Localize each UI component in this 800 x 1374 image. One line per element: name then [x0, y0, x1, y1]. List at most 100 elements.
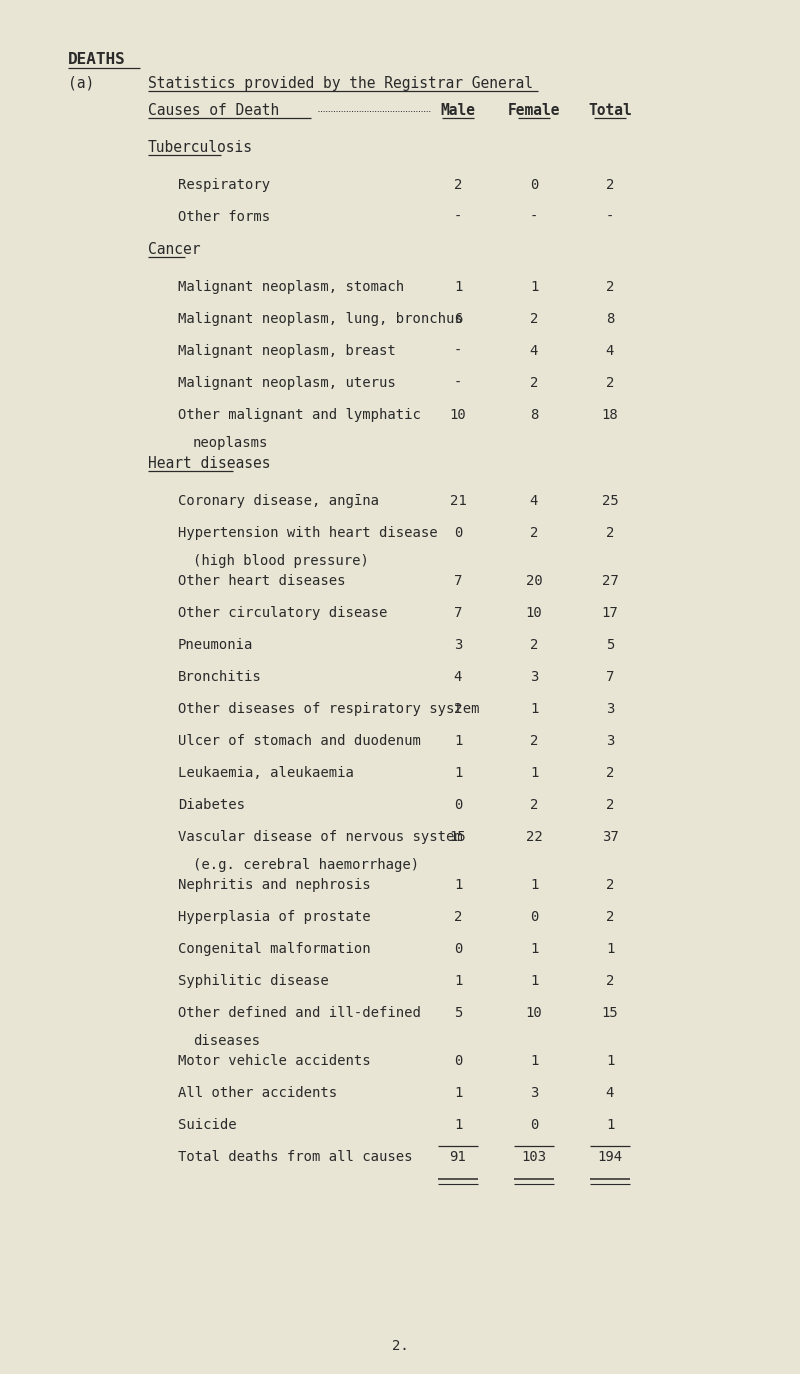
Text: Total: Total	[588, 103, 632, 118]
Text: 194: 194	[598, 1150, 622, 1164]
Text: 10: 10	[526, 1006, 542, 1020]
Text: Congenital malformation: Congenital malformation	[178, 943, 370, 956]
Text: 1: 1	[454, 878, 462, 892]
Text: 1: 1	[454, 1085, 462, 1101]
Text: 2: 2	[606, 376, 614, 390]
Text: 0: 0	[454, 798, 462, 812]
Text: Statistics provided by the Registrar General: Statistics provided by the Registrar Gen…	[148, 76, 533, 91]
Text: Nephritis and nephrosis: Nephritis and nephrosis	[178, 878, 370, 892]
Text: 37: 37	[602, 830, 618, 844]
Text: 1: 1	[454, 974, 462, 988]
Text: DEATHS: DEATHS	[68, 52, 126, 67]
Text: Malignant neoplasm, breast: Malignant neoplasm, breast	[178, 344, 396, 359]
Text: 1: 1	[606, 1118, 614, 1132]
Text: 3: 3	[530, 671, 538, 684]
Text: Hypertension with heart disease: Hypertension with heart disease	[178, 526, 438, 540]
Text: 2: 2	[530, 798, 538, 812]
Text: Male: Male	[441, 103, 475, 118]
Text: 0: 0	[530, 179, 538, 192]
Text: -: -	[454, 210, 462, 224]
Text: (a): (a)	[68, 76, 94, 91]
Text: -: -	[606, 210, 614, 224]
Text: 1: 1	[606, 1054, 614, 1068]
Text: 2: 2	[454, 179, 462, 192]
Text: 4: 4	[530, 344, 538, 359]
Text: 2.: 2.	[392, 1340, 408, 1353]
Text: 3: 3	[606, 702, 614, 716]
Text: 103: 103	[522, 1150, 546, 1164]
Text: 5: 5	[454, 1006, 462, 1020]
Text: 1: 1	[454, 280, 462, 294]
Text: All other accidents: All other accidents	[178, 1085, 337, 1101]
Text: 2: 2	[530, 638, 538, 653]
Text: neoplasms: neoplasms	[193, 436, 268, 451]
Text: Malignant neoplasm, stomach: Malignant neoplasm, stomach	[178, 280, 404, 294]
Text: 8: 8	[606, 312, 614, 326]
Text: 2: 2	[606, 179, 614, 192]
Text: Other malignant and lymphatic: Other malignant and lymphatic	[178, 408, 421, 422]
Text: 4: 4	[606, 1085, 614, 1101]
Text: 3: 3	[606, 734, 614, 747]
Text: 25: 25	[602, 495, 618, 508]
Text: 1: 1	[606, 943, 614, 956]
Text: Other defined and ill-defined: Other defined and ill-defined	[178, 1006, 421, 1020]
Text: 18: 18	[602, 408, 618, 422]
Text: 1: 1	[454, 765, 462, 780]
Text: 7: 7	[454, 606, 462, 620]
Text: Malignant neoplasm, lung, bronchus: Malignant neoplasm, lung, bronchus	[178, 312, 462, 326]
Text: 15: 15	[602, 1006, 618, 1020]
Text: 21: 21	[450, 495, 466, 508]
Text: 91: 91	[450, 1150, 466, 1164]
Text: Total deaths from all causes: Total deaths from all causes	[178, 1150, 413, 1164]
Text: 6: 6	[454, 312, 462, 326]
Text: 1: 1	[530, 943, 538, 956]
Text: 2: 2	[530, 312, 538, 326]
Text: 1: 1	[530, 974, 538, 988]
Text: 8: 8	[530, 408, 538, 422]
Text: Tuberculosis: Tuberculosis	[148, 140, 253, 155]
Text: Diabetes: Diabetes	[178, 798, 245, 812]
Text: 5: 5	[606, 638, 614, 653]
Text: -: -	[454, 344, 462, 359]
Text: 2: 2	[606, 878, 614, 892]
Text: 7: 7	[454, 574, 462, 588]
Text: 1: 1	[530, 878, 538, 892]
Text: 0: 0	[530, 1118, 538, 1132]
Text: 1: 1	[530, 280, 538, 294]
Text: 20: 20	[526, 574, 542, 588]
Text: 1: 1	[530, 1054, 538, 1068]
Text: -: -	[454, 376, 462, 390]
Text: Other forms: Other forms	[178, 210, 270, 224]
Text: Ulcer of stomach and duodenum: Ulcer of stomach and duodenum	[178, 734, 421, 747]
Text: 1: 1	[454, 734, 462, 747]
Text: 10: 10	[450, 408, 466, 422]
Text: 3: 3	[530, 1085, 538, 1101]
Text: 0: 0	[454, 1054, 462, 1068]
Text: diseases: diseases	[193, 1035, 260, 1048]
Text: Malignant neoplasm, uterus: Malignant neoplasm, uterus	[178, 376, 396, 390]
Text: 1: 1	[530, 702, 538, 716]
Text: Other circulatory disease: Other circulatory disease	[178, 606, 387, 620]
Text: Syphilitic disease: Syphilitic disease	[178, 974, 329, 988]
Text: 2: 2	[530, 526, 538, 540]
Text: 10: 10	[526, 606, 542, 620]
Text: 0: 0	[454, 943, 462, 956]
Text: 2: 2	[606, 910, 614, 923]
Text: 2: 2	[606, 526, 614, 540]
Text: Bronchitis: Bronchitis	[178, 671, 262, 684]
Text: Female: Female	[508, 103, 560, 118]
Text: 27: 27	[602, 574, 618, 588]
Text: Other diseases of respiratory system: Other diseases of respiratory system	[178, 702, 479, 716]
Text: 2: 2	[606, 798, 614, 812]
Text: 7: 7	[606, 671, 614, 684]
Text: 3: 3	[454, 638, 462, 653]
Text: 0: 0	[530, 910, 538, 923]
Text: Respiratory: Respiratory	[178, 179, 270, 192]
Text: Pneumonia: Pneumonia	[178, 638, 254, 653]
Text: 17: 17	[602, 606, 618, 620]
Text: -: -	[530, 210, 538, 224]
Text: Vascular disease of nervous system: Vascular disease of nervous system	[178, 830, 462, 844]
Text: (high blood pressure): (high blood pressure)	[193, 554, 369, 567]
Text: 2: 2	[454, 910, 462, 923]
Text: 2: 2	[606, 974, 614, 988]
